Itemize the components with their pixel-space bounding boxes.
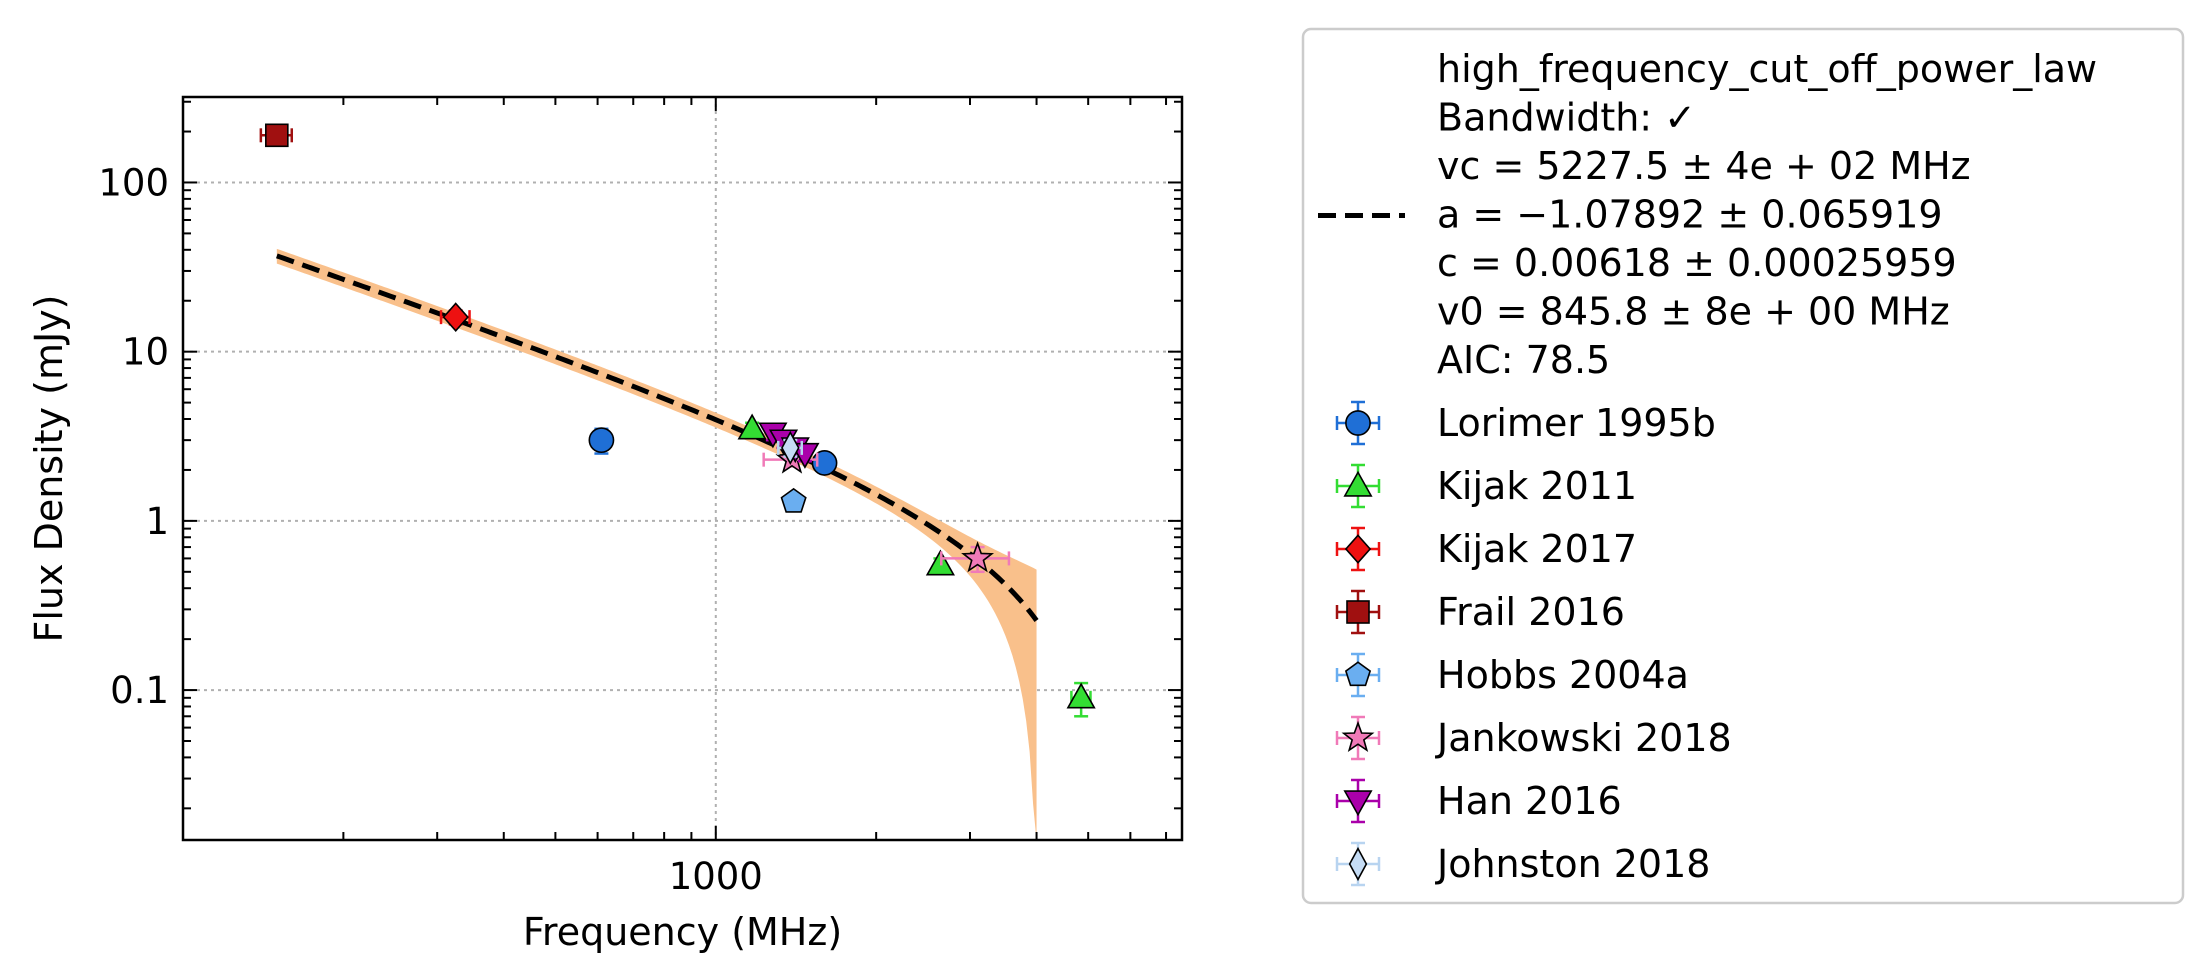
legend-fit-line: vc = 5227.5 ± 4e + 02 MHz [1437,144,1971,188]
y-tick-label: 0.1 [110,669,169,712]
fit-curve-line [275,253,1039,622]
legend-label: Han 2016 [1437,779,1622,823]
y-tick-label: 100 [98,161,169,204]
legend-fit-line: high_frequency_cut_off_power_law [1437,47,2097,91]
data-points [259,123,1096,718]
series-hobbs-2004a [780,487,807,513]
legend-label: Jankowski 2018 [1435,716,1732,760]
axes-frame [181,95,1184,842]
legend-label: Johnston 2018 [1435,842,1710,886]
legend-label: Hobbs 2004a [1437,653,1689,697]
legend-fit-line: a = −1.07892 ± 0.065919 [1437,193,1943,237]
y-axis-label: Flux Density (mJy) [27,295,71,643]
data-point-marker [781,430,800,465]
data-point-marker [588,427,615,454]
axis-ticks: 1000 0.1 1 10 100 [98,97,1182,898]
fit-curve-group [275,248,1039,841]
legend-marker [1344,661,1372,687]
data-point-marker [780,487,807,513]
legend-label: Kijak 2017 [1437,527,1637,571]
legend-marker [1343,470,1373,497]
data-point-marker [1066,682,1096,709]
legend: high_frequency_cut_off_power_law Bandwidt… [1301,27,2185,905]
data-point-marker [737,413,767,440]
legend-fit-line: AIC: 78.5 [1437,338,1610,382]
series-kijak-2017 [439,302,471,332]
legend-label: Kijak 2011 [1437,464,1637,508]
fit-uncertainty-band [276,248,1037,841]
grid-lines [183,97,1182,840]
legend-label: Lorimer 1995b [1437,401,1716,445]
legend-marker [1345,410,1371,436]
legend-label: Frail 2016 [1437,590,1625,634]
series-lorimer-1995b [588,427,838,476]
y-tick-label: 10 [122,331,169,374]
data-point-marker [961,541,995,573]
data-point-marker [265,123,289,148]
legend-marker [1344,534,1372,564]
legend-fit-line: v0 = 845.8 ± 8e + 00 MHz [1437,290,1950,334]
legend-marker [1343,790,1373,817]
series-johnston-2018 [777,430,804,465]
legend-fit-line: c = 0.00618 ± 0.00025959 [1437,241,1957,285]
legend-marker [1348,846,1368,882]
legend-marker [1341,720,1375,753]
x-axis-label: Frequency (MHz) [523,910,842,954]
legend-fit-line: Bandwidth: ✓ [1437,96,1696,140]
data-point-marker [811,450,838,476]
series-frail-2016 [259,123,294,148]
data-point-marker [442,302,469,332]
plot-frame [181,95,1184,842]
legend-box [1301,27,2185,905]
x-tick-label: 1000 [669,855,763,898]
y-tick-label: 1 [145,500,169,543]
legend-marker [1346,600,1370,624]
